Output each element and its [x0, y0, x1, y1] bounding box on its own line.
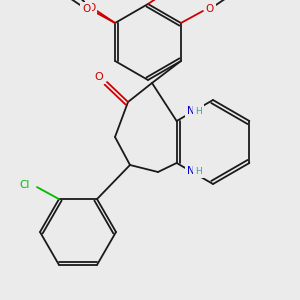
Text: N: N [187, 106, 194, 116]
Text: N: N [187, 166, 194, 176]
Text: H: H [195, 167, 202, 176]
Text: H: H [195, 106, 202, 116]
Text: O: O [87, 3, 95, 13]
Text: O: O [94, 72, 103, 82]
Text: O: O [206, 4, 214, 14]
Text: O: O [82, 4, 90, 14]
Text: Cl: Cl [20, 180, 30, 190]
